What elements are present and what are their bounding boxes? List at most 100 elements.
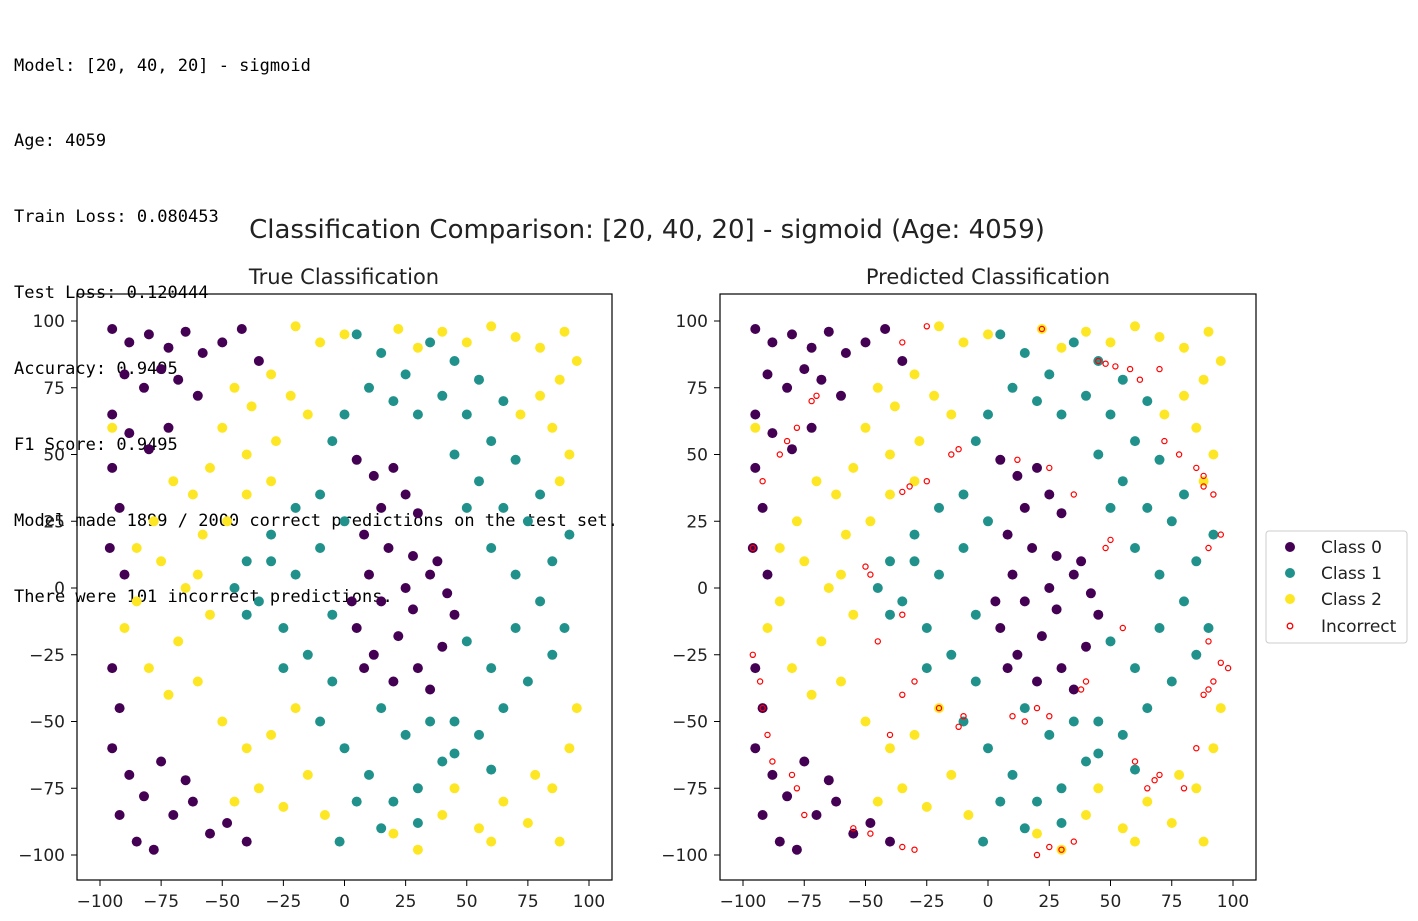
scatter-point (831, 796, 842, 807)
scatter-point (1198, 374, 1209, 385)
incorrect-marker (1200, 472, 1207, 480)
scatter-point (1044, 583, 1055, 593)
scatter-point (831, 489, 842, 500)
scatter-point (1142, 502, 1153, 513)
scatter-point (449, 716, 460, 727)
scatter-point (266, 529, 277, 540)
predicted-points (747, 321, 1226, 855)
scatter-point (1068, 716, 1079, 727)
incorrect-marker (862, 563, 869, 570)
scatter-point (486, 436, 497, 447)
scatter-point (750, 462, 761, 473)
scatter-point (823, 326, 834, 337)
scatter-point (346, 596, 357, 607)
scatter-point (806, 422, 817, 433)
incorrect-marker (1156, 771, 1163, 779)
scatter-point (1012, 470, 1023, 481)
x-tick-label: −50 (848, 892, 884, 912)
console-line-train-loss: Train Loss: 0.080453 (14, 207, 219, 228)
scatter-point (217, 422, 228, 433)
x-tick-label: 75 (1161, 892, 1183, 912)
legend-marker-incorrect (1286, 622, 1294, 630)
scatter-point (564, 449, 575, 460)
scatter-point (554, 836, 565, 847)
scatter-point (327, 609, 338, 620)
scatter-point (486, 663, 497, 674)
console-line-model: Model: [20, 40, 20] - sigmoid (14, 55, 311, 76)
scatter-point (564, 743, 575, 754)
scatter-point (1051, 551, 1062, 561)
incorrect-marker (935, 704, 943, 712)
scatter-point (1215, 703, 1226, 714)
y-tick-label: −75 (672, 779, 708, 799)
incorrect-marker (1210, 491, 1217, 498)
y-tick-label: −25 (672, 646, 708, 666)
scatter-point (1191, 649, 1202, 660)
scatter-point (1179, 342, 1189, 353)
incorrect-marker (1200, 483, 1207, 490)
y-tick-label: 0 (697, 579, 708, 599)
scatter-point (1019, 502, 1030, 513)
scatter-point (510, 623, 521, 633)
scatter-point (156, 756, 167, 767)
scatter-point (1117, 823, 1128, 834)
scatter-point (339, 516, 350, 527)
axes-frame-true (76, 293, 613, 881)
incorrect-marker (1107, 536, 1114, 544)
scatter-point (222, 818, 233, 828)
x-tick-label: 75 (517, 892, 539, 912)
scatter-point (1154, 454, 1165, 465)
scatter-point (461, 409, 472, 420)
y-tick-label: 50 (686, 446, 708, 466)
scatter-point (1105, 409, 1116, 420)
scatter-point (885, 836, 895, 847)
scatter-point (1085, 588, 1096, 599)
scatter-point (970, 676, 981, 687)
scatter-point (1198, 476, 1209, 487)
scatter-point (530, 769, 541, 780)
scatter-point (1012, 649, 1023, 660)
axes-frame-predicted (719, 293, 1257, 881)
scatter-point (114, 703, 125, 714)
scatter-point (408, 551, 418, 561)
scatter-point (119, 569, 130, 580)
scatter-point (1208, 529, 1219, 540)
scatter-point (946, 649, 957, 660)
scatter-point (934, 703, 944, 714)
scatter-point (1179, 596, 1189, 607)
incorrect-marker (886, 731, 894, 739)
scatter-point (388, 828, 399, 839)
incorrect-marker (1131, 758, 1139, 765)
scatter-point (319, 810, 330, 820)
incorrect-marker (1112, 363, 1119, 370)
scatter-point (510, 332, 521, 342)
scatter-point (241, 609, 252, 620)
scatter-point (107, 409, 118, 420)
scatter-point (376, 596, 387, 607)
scatter-point (782, 791, 793, 802)
scatter-point (1093, 449, 1104, 460)
scatter-point (376, 348, 387, 358)
x-tick-label: −75 (786, 892, 822, 912)
incorrect-marker (1151, 777, 1158, 784)
scatter-point (522, 516, 533, 527)
scatter-point (156, 556, 167, 567)
incorrect-marker (1217, 531, 1225, 538)
scatter-point (559, 326, 570, 337)
scatter-point (934, 321, 944, 332)
scatter-point (799, 556, 810, 567)
scatter-point (791, 516, 802, 527)
scatter-point (412, 508, 423, 519)
scatter-point (278, 663, 289, 674)
legend-label-class-0: Class 0 (1321, 538, 1382, 558)
scatter-point (168, 810, 179, 820)
incorrect-marker (867, 571, 874, 578)
incorrect-marker (1077, 686, 1085, 693)
scatter-point (364, 382, 374, 393)
scatter-point (278, 801, 289, 812)
x-tick-label: −75 (143, 892, 179, 912)
scatter-point (921, 623, 932, 633)
incorrect-marker (813, 392, 820, 399)
scatter-point (192, 569, 203, 580)
scatter-point (1154, 332, 1165, 342)
